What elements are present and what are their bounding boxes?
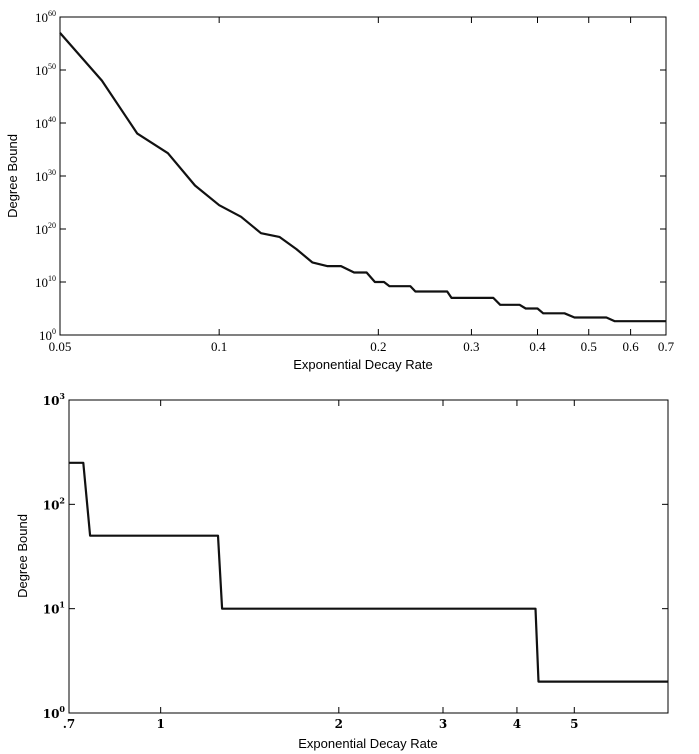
bottom-xtick-label: 3 [439, 717, 447, 731]
chart-top: 0.05 0.1 0.2 0.3 0.4 0.5 0.6 0.7 100 1010 1020 103… [5, 9, 675, 372]
chart-bottom-frame [68, 399, 669, 714]
chart-bottom: .7 1 2 3 4 5 100 101 102 103 Exponential Decay R… [15, 391, 669, 751]
top-xtick-label: 0.05 [49, 339, 72, 354]
top-ytick-label: 1050 [35, 62, 56, 78]
top-xtick-label: 0.4 [529, 339, 546, 354]
chart-bottom-yticks: 100 101 102 103 [43, 391, 668, 721]
top-ytick-label: 1040 [35, 115, 56, 131]
chart-bottom-series-line [69, 461, 668, 683]
bottom-xtick-label: 1 [156, 717, 164, 731]
chart-top-xticks: 0.05 0.1 0.2 0.3 0.4 0.5 0.6 0.7 [49, 17, 675, 354]
bottom-ytick-label: 101 [43, 600, 65, 617]
chart-top-series [59, 32, 666, 323]
chart-top-xlabel: Exponential Decay Rate [293, 357, 432, 372]
top-ytick-label: 1010 [35, 274, 56, 290]
bottom-xtick-label: 4 [513, 717, 521, 731]
bottom-xtick-label: .7 [63, 717, 76, 731]
top-xtick-label: 0.6 [622, 339, 639, 354]
chart-top-yticks: 100 1010 1020 1030 1040 1050 1060 [35, 9, 666, 343]
bottom-ytick-label: 102 [43, 495, 65, 512]
top-xtick-label: 0.1 [211, 339, 227, 354]
bottom-ytick-label: 100 [43, 704, 66, 721]
top-xtick-label: 0.3 [463, 339, 479, 354]
chart-top-ylabel: Degree Bound [5, 134, 20, 218]
bottom-ytick-label: 103 [43, 391, 66, 408]
top-ytick-label: 1060 [35, 9, 56, 25]
chart-bottom-xlabel: Exponential Decay Rate [298, 736, 437, 751]
chart-bottom-series [69, 461, 668, 683]
chart-bottom-ylabel: Degree Bound [15, 514, 30, 598]
top-xtick-label: 0.2 [370, 339, 386, 354]
bottom-xtick-label: 2 [335, 717, 343, 731]
top-xtick-label: 0.5 [581, 339, 597, 354]
bottom-xtick-label: 5 [570, 717, 578, 731]
chart-top-series-line [59, 32, 666, 323]
chart-top-frame [59, 16, 667, 336]
top-xtick-label: 0.7 [658, 339, 675, 354]
chart-bottom-xticks: .7 1 2 3 4 5 [63, 400, 578, 731]
top-ytick-label: 1020 [35, 221, 56, 237]
top-ytick-label: 1030 [35, 168, 56, 184]
top-ytick-label: 100 [39, 327, 56, 343]
